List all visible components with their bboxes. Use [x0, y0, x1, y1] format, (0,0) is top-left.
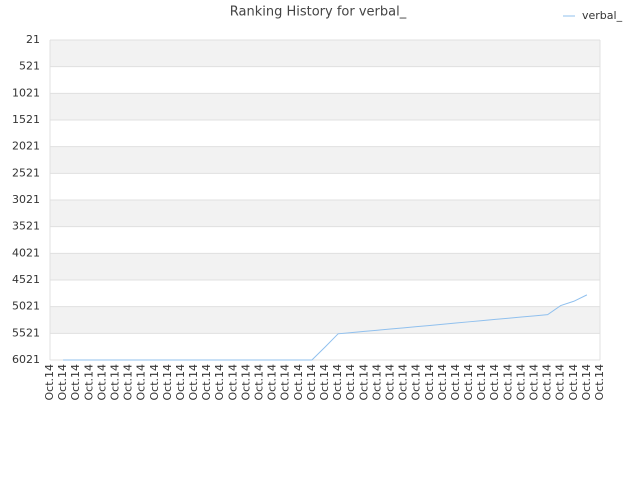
- x-tick-label: Oct.14: [554, 364, 567, 401]
- x-tick-label: Oct.14: [200, 364, 213, 401]
- x-tick-label: Oct.14: [331, 364, 344, 401]
- y-tick-label: 21: [26, 33, 40, 46]
- y-tick-label: 5521: [12, 326, 40, 339]
- x-tick-label: Oct.14: [266, 364, 279, 401]
- y-tick-label: 2521: [12, 166, 40, 179]
- y-tick-label: 3021: [12, 193, 40, 206]
- x-tick-label: Oct.14: [357, 364, 370, 401]
- x-tick-label: Oct.14: [318, 364, 331, 401]
- x-tick-label: Oct.14: [279, 364, 292, 401]
- y-tick-label: 1021: [12, 86, 40, 99]
- x-tick-label: Oct.14: [436, 364, 449, 401]
- y-tick-label: 6021: [12, 353, 40, 366]
- x-tick-label: Oct.14: [397, 364, 410, 401]
- x-tick-label: Oct.14: [501, 364, 514, 401]
- x-tick-label: Oct.14: [239, 364, 252, 401]
- y-tick-label: 5021: [12, 300, 40, 313]
- grid-band: [50, 253, 600, 280]
- x-tick-label: Oct.14: [567, 364, 580, 401]
- x-tick-label: Oct.14: [528, 364, 541, 401]
- x-tick-label: Oct.14: [305, 364, 318, 401]
- x-tick-label: Oct.14: [95, 364, 108, 401]
- x-tick-label: Oct.14: [148, 364, 161, 401]
- y-tick-label: 4521: [12, 273, 40, 286]
- grid-band: [50, 40, 600, 67]
- x-tick-label: Oct.14: [370, 364, 383, 401]
- x-tick-label: Oct.14: [514, 364, 527, 401]
- x-tick-label: Oct.14: [43, 364, 56, 401]
- x-tick-label: Oct.14: [292, 364, 305, 401]
- x-tick-label: Oct.14: [410, 364, 423, 401]
- line: [63, 294, 588, 361]
- x-tick-label: Oct.14: [161, 364, 174, 401]
- x-tick-label: Oct.14: [383, 364, 396, 401]
- grid-band: [50, 200, 600, 227]
- x-tick-label: Oct.14: [344, 364, 357, 401]
- x-tick-label: Oct.14: [449, 364, 462, 401]
- y-tick-label: 4021: [12, 246, 40, 259]
- x-tick-label: Oct.14: [174, 364, 187, 401]
- x-tick-label: Oct.14: [541, 364, 554, 401]
- y-tick-label: 3521: [12, 220, 40, 233]
- chart-title: Ranking History for verbal_: [230, 5, 407, 20]
- x-tick-label: Oct.14: [423, 364, 436, 401]
- grid-band: [50, 93, 600, 120]
- grid-band: [50, 306, 600, 334]
- grid-band: [50, 146, 600, 174]
- x-tick-label: Oct.14: [462, 364, 475, 401]
- x-tick-label: Oct.14: [475, 364, 488, 401]
- x-tick-label: Oct.14: [56, 364, 69, 401]
- legend-label: verbal_: [582, 9, 623, 22]
- x-tick-label: Oct.14: [253, 364, 266, 401]
- y-tick-label: 2021: [12, 140, 40, 153]
- x-tick-label: Oct.14: [213, 364, 226, 401]
- x-tick-label: Oct.14: [82, 364, 95, 401]
- x-tick-label: Oct.14: [135, 364, 148, 401]
- x-tick-label: Oct.14: [226, 364, 239, 401]
- x-tick-label: Oct.14: [122, 364, 135, 401]
- x-tick-label: Oct.14: [187, 364, 200, 401]
- y-tick-label: 521: [19, 60, 40, 73]
- x-tick-label: Oct.14: [108, 364, 121, 401]
- x-tick-label: Oct.14: [593, 364, 606, 401]
- x-tick-label: Oct.14: [580, 364, 593, 401]
- x-tick-label: Oct.14: [69, 364, 82, 401]
- y-tick-label: 1521: [12, 113, 40, 126]
- x-tick-label: Oct.14: [488, 364, 501, 401]
